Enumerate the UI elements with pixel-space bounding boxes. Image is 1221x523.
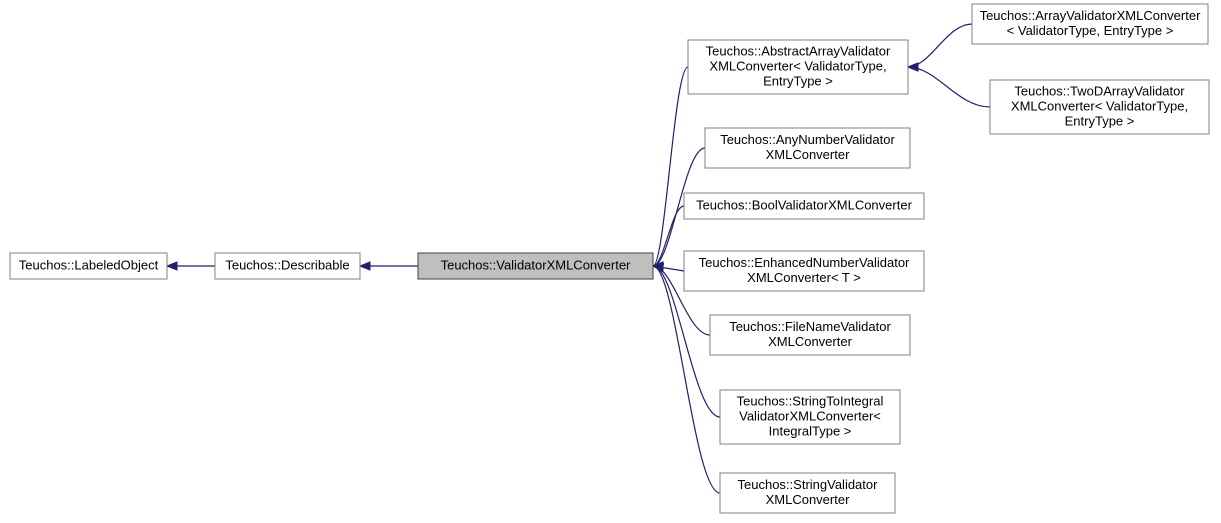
node-arrv-label-line-0: Teuchos::ArrayValidatorXMLConverter bbox=[980, 8, 1202, 23]
node-strint-label-line-2: IntegralType > bbox=[769, 423, 852, 438]
node-validator[interactable]: Teuchos::ValidatorXMLConverter bbox=[418, 253, 653, 279]
node-describ[interactable]: Teuchos::Describable bbox=[215, 253, 360, 279]
node-anynum[interactable]: Teuchos::AnyNumberValidatorXMLConverter bbox=[705, 128, 910, 168]
node-absarr-label-line-1: XMLConverter< ValidatorType, bbox=[709, 58, 886, 73]
edge-twod-to-absarr bbox=[908, 67, 990, 107]
node-enhnum[interactable]: Teuchos::EnhancedNumberValidatorXMLConve… bbox=[684, 251, 924, 291]
class-hierarchy-diagram: Teuchos::LabeledObject Teuchos::Describab… bbox=[0, 0, 1221, 523]
node-twod-label-line-1: XMLConverter< ValidatorType, bbox=[1011, 98, 1188, 113]
node-filev-label-line-0: Teuchos::FileNameValidator bbox=[729, 319, 891, 334]
node-twod-label-line-2: EntryType > bbox=[1065, 113, 1135, 128]
node-strint-label-line-0: Teuchos::StringToIntegral bbox=[737, 393, 884, 408]
node-strint[interactable]: Teuchos::StringToIntegralValidatorXMLCon… bbox=[720, 390, 900, 444]
node-labeled[interactable]: Teuchos::LabeledObject bbox=[10, 253, 167, 279]
node-absarr-label-line-0: Teuchos::AbstractArrayValidator bbox=[706, 43, 891, 58]
node-strval-label-line-1: XMLConverter bbox=[766, 492, 850, 507]
node-validator-label-line-0: Teuchos::ValidatorXMLConverter bbox=[441, 257, 631, 272]
node-anynum-label-line-0: Teuchos::AnyNumberValidator bbox=[720, 132, 895, 147]
nodes-layer: Teuchos::LabeledObject Teuchos::Describab… bbox=[10, 4, 1209, 513]
node-describ-label-line-0: Teuchos::Describable bbox=[225, 257, 349, 272]
node-labeled-label-line-0: Teuchos::LabeledObject bbox=[19, 257, 159, 272]
edge-strval-to-validator bbox=[653, 266, 720, 493]
edge-absarr-to-validator bbox=[653, 67, 688, 266]
node-arrv[interactable]: Teuchos::ArrayValidatorXMLConverter< Val… bbox=[972, 4, 1208, 44]
edge-arrv-to-absarr bbox=[908, 24, 972, 67]
node-boolv-label-line-0: Teuchos::BoolValidatorXMLConverter bbox=[696, 197, 912, 212]
node-absarr-label-line-2: EntryType > bbox=[763, 73, 833, 88]
node-twod-label-line-0: Teuchos::TwoDArrayValidator bbox=[1014, 83, 1185, 98]
node-enhnum-label-line-1: XMLConverter< T > bbox=[747, 270, 861, 285]
node-twod[interactable]: Teuchos::TwoDArrayValidatorXMLConverter<… bbox=[990, 80, 1209, 134]
node-strval-label-line-0: Teuchos::StringValidator bbox=[738, 477, 879, 492]
node-filev[interactable]: Teuchos::FileNameValidatorXMLConverter bbox=[710, 315, 910, 355]
node-strval[interactable]: Teuchos::StringValidatorXMLConverter bbox=[720, 473, 895, 513]
node-anynum-label-line-1: XMLConverter bbox=[766, 147, 850, 162]
node-arrv-label-line-1: < ValidatorType, EntryType > bbox=[1007, 23, 1174, 38]
node-strint-label-line-1: ValidatorXMLConverter< bbox=[739, 408, 881, 423]
node-enhnum-label-line-0: Teuchos::EnhancedNumberValidator bbox=[699, 255, 910, 270]
node-boolv[interactable]: Teuchos::BoolValidatorXMLConverter bbox=[684, 193, 924, 219]
node-absarr[interactable]: Teuchos::AbstractArrayValidatorXMLConver… bbox=[688, 40, 908, 94]
node-filev-label-line-1: XMLConverter bbox=[768, 334, 852, 349]
